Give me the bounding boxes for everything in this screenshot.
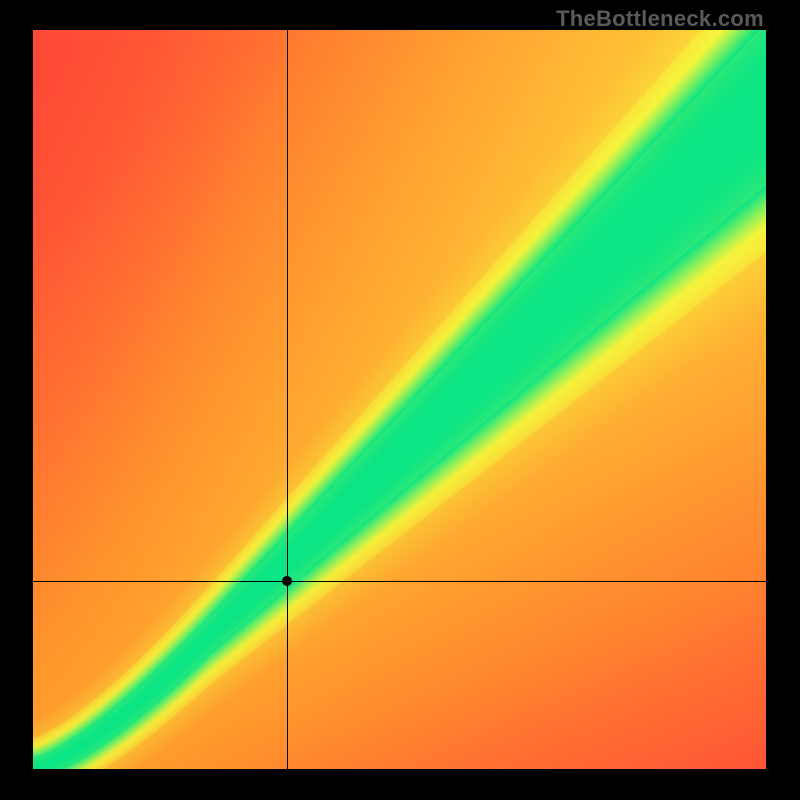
crosshair-vertical: [287, 30, 288, 769]
watermark: TheBottleneck.com: [556, 6, 764, 32]
crosshair-marker: [282, 576, 292, 586]
crosshair-horizontal: [33, 581, 766, 582]
heatmap-plot: [33, 30, 766, 769]
heatmap-canvas: [33, 30, 766, 769]
